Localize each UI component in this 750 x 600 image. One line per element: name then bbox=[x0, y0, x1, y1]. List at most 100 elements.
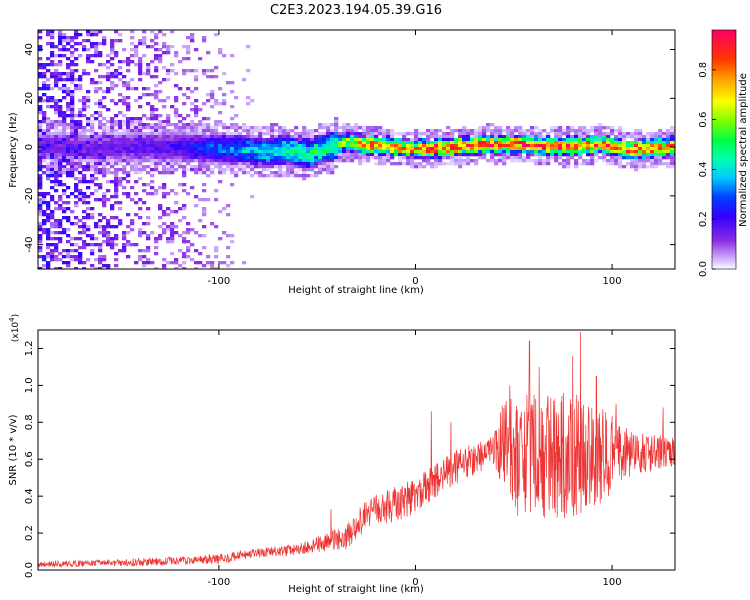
spectrogram-cell bbox=[110, 72, 115, 76]
spectrogram-cell bbox=[114, 30, 119, 34]
spectrogram-cell bbox=[150, 45, 155, 49]
spectrogram-cell bbox=[190, 168, 195, 172]
spectrogram-cell bbox=[94, 51, 99, 55]
spectrogram-cell bbox=[578, 150, 583, 154]
spectrogram-cell bbox=[286, 165, 291, 169]
spectrogram-cell bbox=[174, 261, 179, 265]
spectrogram-cell bbox=[234, 96, 239, 100]
spectrogram-cell bbox=[298, 168, 303, 172]
spectrogram-cell bbox=[170, 69, 175, 73]
spectrogram-cell bbox=[630, 135, 635, 139]
spectrogram-cell bbox=[634, 132, 639, 136]
spectrogram-cell bbox=[430, 147, 435, 151]
spectrogram-cell bbox=[442, 138, 447, 142]
spectrogram-cell bbox=[38, 228, 43, 232]
spectrogram-cell bbox=[170, 252, 175, 256]
spectrogram-cell bbox=[198, 141, 203, 145]
spectrogram-cell bbox=[542, 153, 547, 157]
spectrogram-cell bbox=[202, 171, 207, 175]
spectrogram-cell bbox=[242, 135, 247, 139]
spectrogram-cell bbox=[114, 123, 119, 127]
spectrogram-cell bbox=[114, 114, 119, 118]
spectrogram-cell bbox=[302, 159, 307, 163]
spectrogram-cell bbox=[494, 150, 499, 154]
spectrogram-cell bbox=[358, 156, 363, 160]
spectrogram-cell bbox=[338, 132, 343, 136]
spectrogram-cell bbox=[222, 144, 227, 148]
spectrogram-cell bbox=[206, 129, 211, 133]
spectrogram-cell bbox=[274, 174, 279, 178]
spectrogram-cell bbox=[646, 141, 651, 145]
spectrogram-cell bbox=[98, 261, 103, 265]
spectrogram-cell bbox=[214, 33, 219, 37]
spectrogram-cell bbox=[250, 141, 255, 145]
spectrogram-cell bbox=[238, 150, 243, 154]
spectrogram-cell bbox=[278, 174, 283, 178]
spectrogram-cell bbox=[66, 123, 71, 127]
spectrogram-cell bbox=[250, 150, 255, 154]
spectrogram-cell bbox=[470, 153, 475, 157]
spectrogram-cell bbox=[306, 129, 311, 133]
spectrogram-cell bbox=[42, 213, 47, 217]
spectrogram-cell bbox=[198, 162, 203, 166]
spectrogram-cell bbox=[38, 30, 43, 34]
spectrogram-cell bbox=[126, 126, 131, 130]
spectrogram-cell bbox=[162, 120, 167, 124]
colorbar-tick-label: 0.4 bbox=[698, 161, 709, 177]
spectrogram-cell bbox=[62, 261, 67, 265]
spectrogram-frame bbox=[37, 29, 676, 270]
spectrogram-cell bbox=[254, 126, 259, 130]
spectrogram-cell bbox=[494, 141, 499, 145]
spectrogram-cell bbox=[630, 144, 635, 148]
spectrogram-cell bbox=[126, 69, 131, 73]
spectrogram-cell bbox=[402, 138, 407, 142]
spectrogram-cell bbox=[402, 150, 407, 154]
spectrogram-cell bbox=[574, 135, 579, 139]
spectrogram-cell bbox=[586, 141, 591, 145]
spectrogram-cell bbox=[274, 138, 279, 142]
spectrogram-cell bbox=[242, 159, 247, 163]
spectrogram-cell bbox=[190, 153, 195, 157]
spectrogram-cell bbox=[502, 138, 507, 142]
spectrogram-cell bbox=[602, 138, 607, 142]
spectrogram-cell bbox=[306, 174, 311, 178]
spectrogram-cell bbox=[366, 150, 371, 154]
spectrogram-cell bbox=[194, 111, 199, 115]
spectrogram-cell bbox=[106, 222, 111, 226]
spectrogram-cell bbox=[242, 171, 247, 175]
spectrogram-cell bbox=[94, 48, 99, 52]
spectrogram-cell bbox=[630, 150, 635, 154]
spectrogram-cell bbox=[90, 162, 95, 166]
spectrogram-cell bbox=[54, 75, 59, 79]
spectrogram-cell bbox=[202, 234, 207, 238]
spectrogram-cell bbox=[274, 171, 279, 175]
spectrogram-cell bbox=[182, 189, 187, 193]
spectrogram-cell bbox=[226, 159, 231, 163]
spectrogram-cell bbox=[70, 255, 75, 259]
spectrogram-cell bbox=[166, 171, 171, 175]
spectrogram-cell bbox=[106, 108, 111, 112]
spectrogram-cell bbox=[158, 207, 163, 211]
spectrogram-cell bbox=[510, 150, 515, 154]
spectrogram-cell bbox=[70, 69, 75, 73]
spectrogram-cell bbox=[546, 144, 551, 148]
spectrogram-cell bbox=[62, 39, 67, 43]
spectrogram-cell bbox=[330, 156, 335, 160]
spectrogram-cell bbox=[518, 126, 523, 130]
spectrogram-cell bbox=[218, 132, 223, 136]
spectrogram-cell bbox=[238, 162, 243, 166]
spectrogram-cell bbox=[190, 132, 195, 136]
spectrogram-cell bbox=[102, 63, 107, 67]
spectrogram-cell bbox=[74, 159, 79, 163]
spectrogram-cell bbox=[130, 186, 135, 190]
spectrogram-cell bbox=[110, 159, 115, 163]
spectrogram-cell bbox=[490, 123, 495, 127]
spectrogram-cell bbox=[42, 66, 47, 70]
spectrogram-cell bbox=[514, 135, 519, 139]
spectrogram-cell bbox=[394, 132, 399, 136]
spectrogram-cell bbox=[122, 249, 127, 253]
spectrogram-cell bbox=[58, 240, 63, 244]
spectrogram-cell bbox=[430, 153, 435, 157]
spectrogram-cell bbox=[82, 246, 87, 250]
spectrogram-cell bbox=[158, 54, 163, 58]
